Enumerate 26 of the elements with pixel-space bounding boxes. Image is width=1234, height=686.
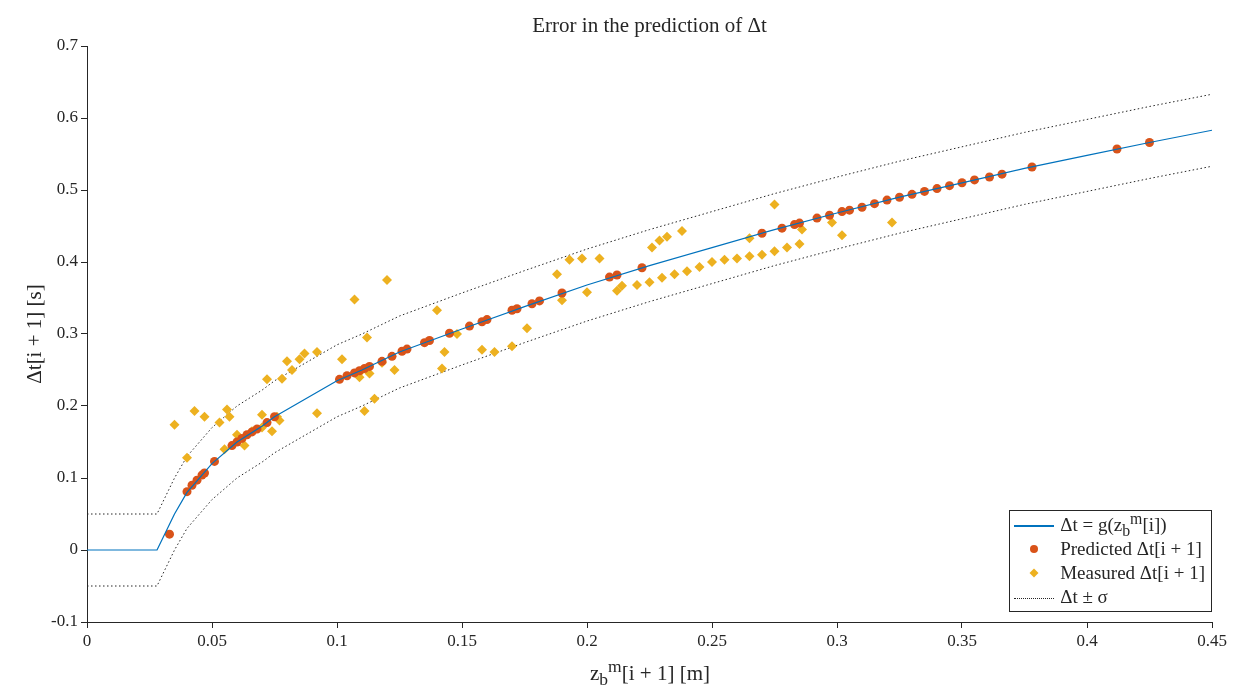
y-axis-title: Δt[i + 1] [s]: [22, 284, 47, 384]
x-tick-label: 0.15: [447, 630, 477, 650]
y-tick-label: 0.2: [56, 395, 78, 415]
y-tick-label: 0.6: [56, 107, 78, 127]
x-tick-label: 0.3: [826, 630, 848, 650]
x-tick-label: 0.35: [947, 630, 977, 650]
x-tick-label: 0.05: [197, 630, 227, 650]
x-axis-title: z$_{b}$$^{m}$[i + 1] [m]: [590, 656, 710, 686]
legend-label: Measured Δt[i + 1]: [1060, 562, 1205, 584]
y-tick-label: 0.4: [56, 251, 79, 271]
legend-label: Predicted Δt[i + 1]: [1060, 538, 1202, 560]
x-tick-label: 0.45: [1197, 630, 1227, 650]
y-tick-label: 0.3: [56, 323, 78, 343]
y-tick-label: 0.7: [56, 35, 79, 55]
chart-title: Error in the prediction of Δt: [532, 12, 767, 37]
x-tick-label: 0.2: [576, 630, 598, 650]
y-tick-label: 0.5: [56, 179, 78, 199]
x-tick-label: 0: [82, 630, 92, 650]
x-tick-label: 0.1: [326, 630, 348, 650]
x-tick-label: 0.25: [697, 630, 727, 650]
y-tick-label: 0.1: [56, 467, 78, 487]
y-tick-label: -0.1: [51, 611, 78, 631]
x-tick-label: 0.4: [1076, 630, 1099, 650]
y-tick-label: 0: [69, 539, 78, 559]
legend-label: Δt ± σ: [1060, 586, 1108, 608]
legend-label: Δt = g(z$_{b}$$^{m}$[i]): [1060, 509, 1167, 540]
